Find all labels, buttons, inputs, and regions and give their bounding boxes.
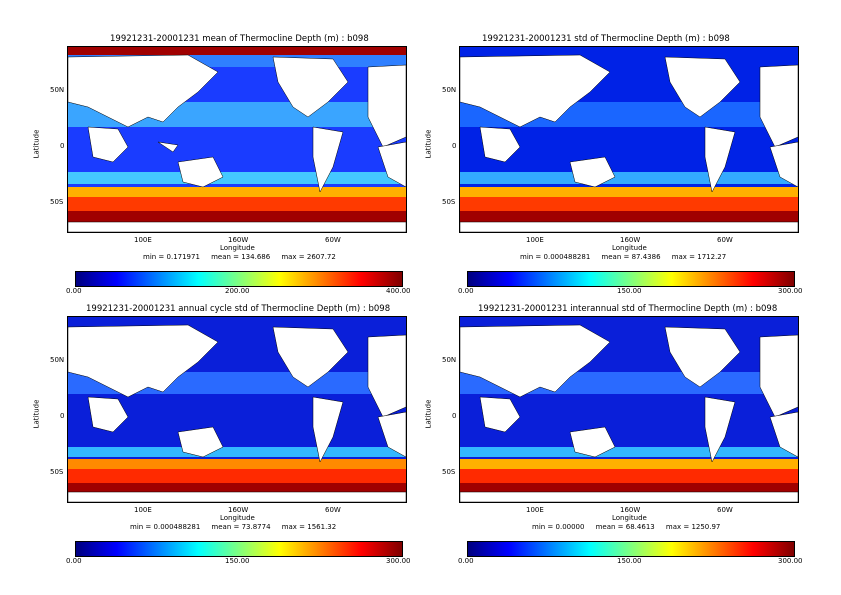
map-interannual-svg	[460, 317, 798, 502]
x-axis-label: Longitude	[220, 244, 255, 252]
ocean-band	[68, 187, 406, 197]
lat-tick-50n: 50N	[50, 86, 65, 94]
lat-tick-50n: 50N	[442, 86, 457, 94]
ocean-band	[68, 447, 406, 457]
ocean-band	[460, 459, 798, 469]
ocean-band	[68, 47, 406, 55]
lon-tick-60w: 60W	[717, 236, 733, 244]
lon-tick-100e: 100E	[526, 236, 544, 244]
y-axis-label: Latitude	[424, 129, 433, 159]
colorbar-tick-max: 300.00	[778, 287, 803, 295]
ocean-band	[460, 197, 798, 211]
panel-title: 19921231-20001231 std of Thermocline Dep…	[482, 34, 730, 44]
ocean-band	[460, 172, 798, 184]
y-axis-label: Latitude	[32, 129, 41, 159]
y-axis-label: Latitude	[424, 399, 433, 429]
colorbar-tick-max: 400.00	[386, 287, 411, 295]
lat-tick-50s: 50S	[442, 468, 456, 476]
ocean-band	[68, 459, 406, 469]
lat-tick-0: 0	[60, 412, 65, 420]
stat-min: min = 0.00000	[532, 523, 585, 531]
stat-min: min = 0.000488281	[520, 253, 591, 261]
colorbar-tick-mid: 150.00	[225, 557, 250, 565]
colorbar	[75, 541, 403, 557]
x-axis-label: Longitude	[612, 244, 647, 252]
panel-interannual-std: 19921231-20001231 interannual std of The…	[392, 270, 812, 567]
map-std	[459, 46, 799, 233]
y-axis-label: Latitude	[32, 399, 41, 429]
stat-mean: mean = 73.8774	[211, 523, 271, 531]
lat-tick-0: 0	[452, 412, 457, 420]
map-annual-cycle-std	[67, 316, 407, 503]
lon-tick-60w: 60W	[325, 236, 341, 244]
stat-min: min = 0.000488281	[130, 523, 201, 531]
lon-tick-100e: 100E	[134, 506, 152, 514]
lon-tick-100e: 100E	[526, 506, 544, 514]
stat-max: max = 2607.72	[281, 253, 336, 261]
panel-annual-cycle-std: 19921231-20001231 annual cycle std of Th…	[0, 270, 420, 567]
ocean-band	[460, 447, 798, 457]
lat-tick-50s: 50S	[50, 198, 64, 206]
panel-title: 19921231-20001231 interannual std of The…	[478, 304, 778, 314]
stat-mean: mean = 68.4613	[595, 523, 655, 531]
colorbar	[467, 271, 795, 287]
stats-line: min = 0.000488281 mean = 87.4386 max = 1…	[520, 253, 726, 261]
colorbar	[467, 541, 795, 557]
ocean-band	[68, 469, 406, 483]
stat-mean: mean = 87.4386	[601, 253, 661, 261]
panel-std: 19921231-20001231 std of Thermocline Dep…	[392, 0, 812, 297]
stats-line: min = 0.171971 mean = 134.686 max = 2607…	[143, 253, 336, 261]
lon-tick-160w: 160W	[228, 236, 249, 244]
ocean-band	[460, 469, 798, 483]
colorbar-tick-min: 0.00	[66, 557, 82, 565]
colorbar-tick-min: 0.00	[458, 287, 474, 295]
panel-title: 19921231-20001231 annual cycle std of Th…	[86, 304, 391, 314]
lon-tick-160w: 160W	[620, 506, 641, 514]
ocean-band	[68, 197, 406, 211]
lon-tick-100e: 100E	[134, 236, 152, 244]
stats-line: min = 0.00000 mean = 68.4613 max = 1250.…	[532, 523, 720, 531]
colorbar-tick-mid: 150.00	[617, 557, 642, 565]
panel-mean: 19921231-20001231 mean of Thermocline De…	[0, 0, 420, 297]
lon-tick-60w: 60W	[325, 506, 341, 514]
stat-max: max = 1712.27	[671, 253, 727, 261]
ocean-band	[68, 172, 406, 184]
stat-max: max = 1250.97	[665, 523, 721, 531]
lon-tick-60w: 60W	[717, 506, 733, 514]
map-interannual-std	[459, 316, 799, 503]
map-annual-svg	[68, 317, 406, 502]
lat-tick-0: 0	[60, 142, 65, 150]
lat-tick-50n: 50N	[50, 356, 65, 364]
colorbar-tick-mid: 200.00	[225, 287, 250, 295]
lon-tick-160w: 160W	[228, 506, 249, 514]
colorbar-tick-mid: 150.00	[617, 287, 642, 295]
map-mean	[67, 46, 407, 233]
map-mean-svg	[68, 47, 406, 232]
lat-tick-0: 0	[452, 142, 457, 150]
colorbar-tick-min: 0.00	[66, 287, 82, 295]
stats-line: min = 0.000488281 mean = 73.8774 max = 1…	[130, 523, 336, 531]
colorbar-tick-min: 0.00	[458, 557, 474, 565]
lon-tick-160w: 160W	[620, 236, 641, 244]
stat-mean: mean = 134.686	[211, 253, 271, 261]
land	[68, 324, 406, 502]
land	[68, 54, 406, 232]
lat-tick-50s: 50S	[50, 468, 64, 476]
colorbar-tick-max: 300.00	[386, 557, 411, 565]
land	[460, 54, 798, 232]
x-axis-label: Longitude	[612, 514, 647, 522]
colorbar	[75, 271, 403, 287]
ocean-band	[460, 187, 798, 197]
lat-tick-50n: 50N	[442, 356, 457, 364]
stat-min: min = 0.171971	[143, 253, 200, 261]
stat-max: max = 1561.32	[281, 523, 337, 531]
land	[460, 324, 798, 502]
map-std-svg	[460, 47, 798, 232]
colorbar-tick-max: 300.00	[778, 557, 803, 565]
lat-tick-50s: 50S	[442, 198, 456, 206]
x-axis-label: Longitude	[220, 514, 255, 522]
panel-title: 19921231-20001231 mean of Thermocline De…	[110, 34, 369, 44]
